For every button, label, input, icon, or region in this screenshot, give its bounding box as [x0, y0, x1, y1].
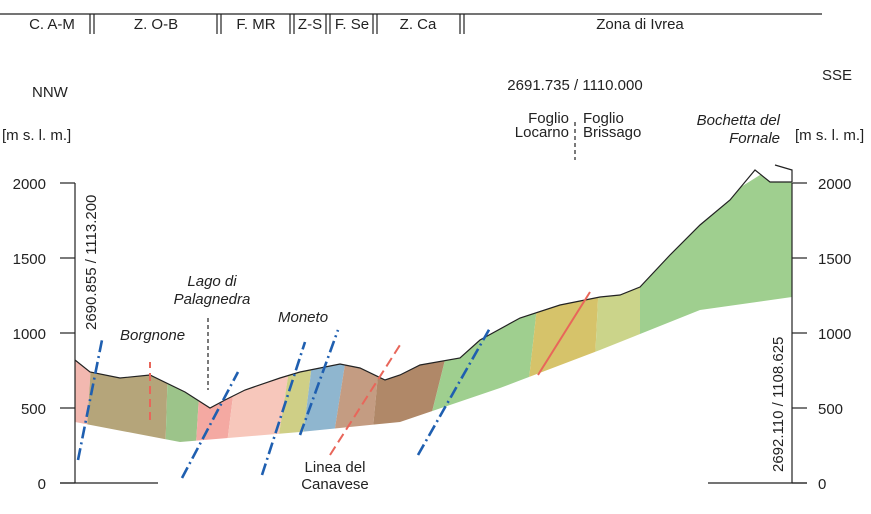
- place-label-line: Canavese: [301, 476, 369, 493]
- tick-label: 500: [21, 401, 46, 418]
- zone-label: Z. O-B: [134, 16, 178, 33]
- place-label-line: Palagnedra: [174, 291, 251, 308]
- direction-label: NNW: [32, 84, 69, 101]
- tick-label: 1000: [13, 326, 46, 343]
- zone-label: F. Se: [335, 16, 369, 33]
- coordinates: 2690.855 / 1113.200: [83, 195, 100, 330]
- tick-label: 0: [38, 476, 46, 493]
- axis-unit: [m s. l. m.]: [2, 127, 71, 144]
- place-label-line: Linea del: [305, 459, 366, 476]
- place-label-line: Fornale: [729, 130, 780, 147]
- axis-unit: [m s. l. m.]: [795, 127, 864, 144]
- zone-label: Z-S: [298, 16, 322, 33]
- zone-label: Z. Ca: [400, 16, 437, 33]
- geology: [60, 150, 800, 460]
- zone-label: C. A-M: [29, 16, 75, 33]
- tick-label: 500: [818, 401, 843, 418]
- tick-label: 2000: [13, 176, 46, 193]
- sheet-label-line: Locarno: [515, 124, 569, 141]
- place-label-line: Lago di: [187, 273, 237, 290]
- zone-label: F. MR: [236, 16, 275, 33]
- tick-label: 1500: [818, 251, 851, 268]
- place-label: Moneto: [278, 309, 328, 326]
- tick-label: 1500: [13, 251, 46, 268]
- sheet-label-line: Brissago: [583, 124, 641, 141]
- cross-section: C. A-M Z. O-B F. MR Z-S F. Se Z. Ca Zona di Iv…: [0, 0, 871, 514]
- zone-label: Zona di Ivrea: [596, 16, 684, 33]
- coordinates: 2692.110 / 1108.625: [770, 337, 787, 472]
- coordinates: 2691.735 / 1110.000: [507, 77, 642, 94]
- tick-label: 2000: [818, 176, 851, 193]
- tick-label: 0: [818, 476, 826, 493]
- place-label-line: Bochetta del: [697, 112, 781, 129]
- place-label: Borgnone: [120, 327, 185, 344]
- direction-label: SSE: [822, 67, 852, 84]
- tick-label: 1000: [818, 326, 851, 343]
